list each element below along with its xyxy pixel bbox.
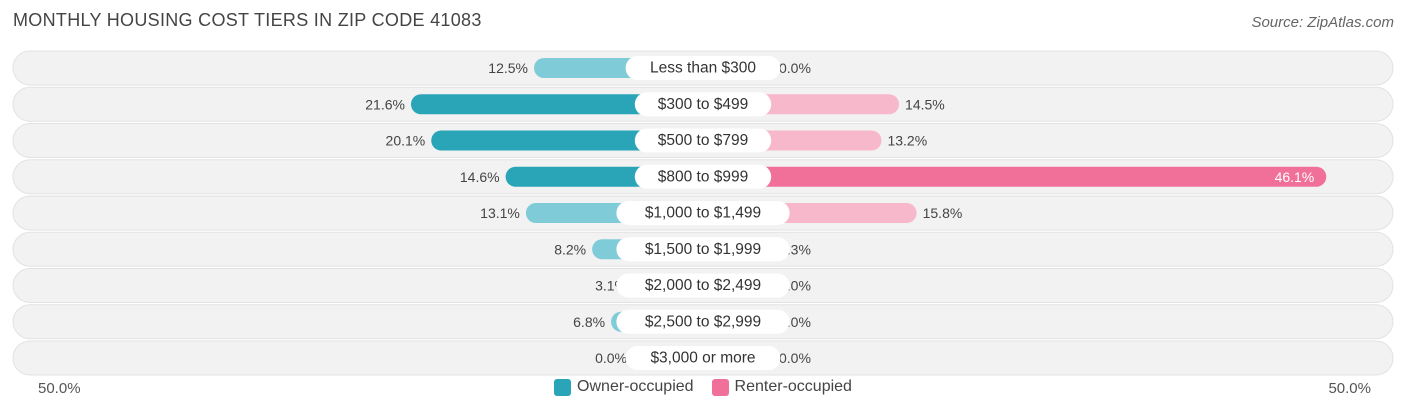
owner-value-label: 8.2% <box>554 241 586 257</box>
renter-bar <box>703 166 1327 187</box>
legend-swatch-owner <box>554 378 572 396</box>
renter-value-label: 0.0% <box>779 60 811 76</box>
legend-item-renter: Renter-occupied <box>711 378 852 396</box>
chart-area: 12.5% 0.0% Less than $300 21.6% 14.5% $300 to… <box>12 50 1394 376</box>
category-label: $1,500 to $1,999 <box>645 241 761 258</box>
category-label: $300 to $499 <box>658 96 749 113</box>
category-label: $3,000 or more <box>650 350 755 367</box>
owner-value-label: 20.1% <box>386 133 426 149</box>
owner-value-label: 6.8% <box>573 314 605 330</box>
renter-value-label: 14.5% <box>905 96 945 112</box>
owner-bar <box>431 130 703 151</box>
renter-value-label: 0.0% <box>779 350 811 366</box>
category-pill <box>634 164 772 189</box>
category-pill <box>625 346 781 370</box>
axis-right-label: 50.0% <box>1328 380 1371 397</box>
category-pill <box>616 273 790 298</box>
category-label: $2,000 to $2,499 <box>645 277 761 294</box>
category-label: $800 to $999 <box>658 168 749 185</box>
category-pill <box>634 128 772 153</box>
owner-value-label: 14.6% <box>460 169 500 185</box>
category-label: $500 to $799 <box>658 132 749 149</box>
category-pill <box>634 92 772 117</box>
renter-value-label: 46.1% <box>1275 169 1315 185</box>
owner-value-label: 13.1% <box>480 205 520 221</box>
category-pill <box>616 237 790 262</box>
chart-title: MONTHLY HOUSING COST TIERS IN ZIP CODE 4… <box>13 10 482 30</box>
legend: Owner-occupied Renter-occupied <box>0 378 1406 396</box>
legend-label-renter: Renter-occupied <box>734 378 852 395</box>
legend-label-owner: Owner-occupied <box>577 378 694 395</box>
owner-value-label: 0.0% <box>595 350 627 366</box>
category-pill <box>616 201 790 225</box>
category-pill <box>616 309 790 334</box>
renter-value-label: 13.2% <box>887 133 927 149</box>
axis-left-label: 50.0% <box>38 380 81 397</box>
owner-value-label: 21.6% <box>365 96 405 112</box>
legend-item-owner: Owner-occupied <box>554 378 694 396</box>
category-label: $2,500 to $2,999 <box>645 313 761 330</box>
owner-value-label: 12.5% <box>488 60 528 76</box>
renter-value-label: 15.8% <box>923 205 963 221</box>
owner-bar <box>410 94 703 115</box>
category-label: Less than $300 <box>650 60 756 77</box>
category-label: $1,000 to $1,499 <box>645 205 761 222</box>
category-pill <box>625 56 781 80</box>
source-label: Source: ZipAtlas.com <box>1251 14 1394 31</box>
legend-swatch-renter <box>711 378 729 396</box>
